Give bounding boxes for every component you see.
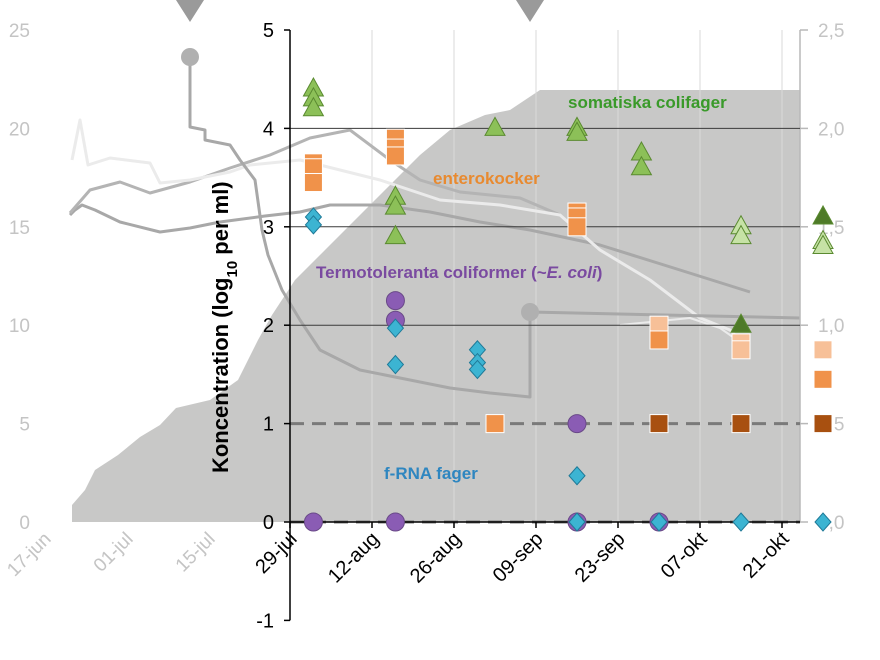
somatiska-colifager-point <box>812 234 834 254</box>
bg-trend-line-5 <box>619 317 741 343</box>
y-tick-label: 5 <box>263 20 274 42</box>
termotoleranta-coliformer-point <box>385 291 405 311</box>
series-label-part: ) <box>597 263 603 282</box>
bg-trend-line-3 <box>70 118 751 347</box>
f-rna-fager-point <box>814 512 832 532</box>
enterokocker-point <box>813 414 833 434</box>
f-rna-fager-point <box>650 512 668 532</box>
f-rna-fager-point <box>732 512 750 532</box>
series-labels: somatiska colifager enterokocker Termotole… <box>316 93 727 483</box>
y-axis-label-subscript: 10 <box>224 261 241 278</box>
data-points <box>302 77 834 532</box>
y-axis-label-end: per ml) <box>208 181 233 260</box>
enterokocker-point <box>649 414 669 434</box>
somatiska-colifager-point <box>730 224 752 245</box>
bg-trend-line-4 <box>188 57 801 399</box>
y-tick-label: 0 <box>263 512 274 534</box>
bg-right-tick-label: 2,5 <box>818 21 844 42</box>
bg-left-tick-label: 25 <box>9 21 30 42</box>
y-tick-label: 2 <box>263 315 274 337</box>
series-label-f-rna-fager: f-RNA fager <box>384 464 478 483</box>
y-axis-label: Koncentration (log10 per ml) <box>208 181 241 473</box>
somatiska-colifager-point <box>384 195 407 215</box>
enterokocker-point <box>731 414 751 434</box>
f-rna-fager-point <box>468 359 487 380</box>
enterokocker-point <box>385 146 405 166</box>
enterokocker-point <box>813 340 833 360</box>
bg-trend-marker <box>521 303 539 321</box>
enterokocker-point <box>649 330 669 350</box>
enterokocker-point <box>303 173 323 193</box>
bg-right-tick-label: 1,0 <box>818 316 844 337</box>
bg-trend-marker <box>181 48 199 66</box>
bg-left-tick-label: 10 <box>9 316 30 337</box>
bg-left-tick-label: 0 <box>19 513 30 534</box>
series-label-termotoleranta-coliformer: Termotoleranta coliformer (~E. coli) <box>316 263 602 282</box>
somatiska-colifager-point <box>730 313 752 333</box>
termotoleranta-coliformer-point <box>303 512 323 532</box>
f-rna-fager-point <box>568 512 586 532</box>
enterokocker-point <box>567 217 587 237</box>
somatiska-colifager-point <box>812 204 834 225</box>
somatiska-colifager-point <box>302 96 325 117</box>
y-axis-label-main: Koncentration (log <box>208 278 233 474</box>
enterokocker-point <box>485 414 505 434</box>
somatiska-colifager-point <box>566 121 588 141</box>
enterokocker-point <box>731 340 751 360</box>
termotoleranta-coliformer-point <box>385 512 405 532</box>
f-rna-fager-point <box>386 354 405 375</box>
y-tick-label: 3 <box>263 217 274 239</box>
series-label-enterokocker: enterokocker <box>433 169 540 188</box>
period-marker-triangle <box>176 0 204 22</box>
bg-left-tick-label: 15 <box>9 218 30 239</box>
series-label-part: Termotoleranta coliformer (~ <box>316 263 547 282</box>
bg-trend-line-1 <box>68 203 751 294</box>
bg-right-tick-label: 2,0 <box>818 119 844 140</box>
bg-left-tick-label: 5 <box>19 415 30 436</box>
somatiska-colifager-point <box>484 116 506 136</box>
y-tick-label: -1 <box>256 610 274 632</box>
somatiska-colifager-point <box>630 155 653 176</box>
y-tick-label: 4 <box>263 118 274 140</box>
series-label-part-italic: E. coli <box>547 263 598 282</box>
f-rna-fager-point <box>304 215 323 235</box>
somatiska-colifager-point <box>384 224 407 245</box>
period-marker-triangle <box>516 0 544 22</box>
series-label-somatiska-colifager: somatiska colifager <box>568 93 727 112</box>
bg-left-tick-label: 20 <box>9 119 30 140</box>
f-rna-fager-point <box>386 318 405 338</box>
background-trend-layer: 05101520250,00,51,01,52,02,517-jun01-jul… <box>3 0 844 581</box>
f-rna-fager-point <box>568 465 586 486</box>
enterokocker-point <box>813 369 833 389</box>
termotoleranta-coliformer-point <box>567 414 587 434</box>
y-tick-label: 1 <box>263 414 274 436</box>
